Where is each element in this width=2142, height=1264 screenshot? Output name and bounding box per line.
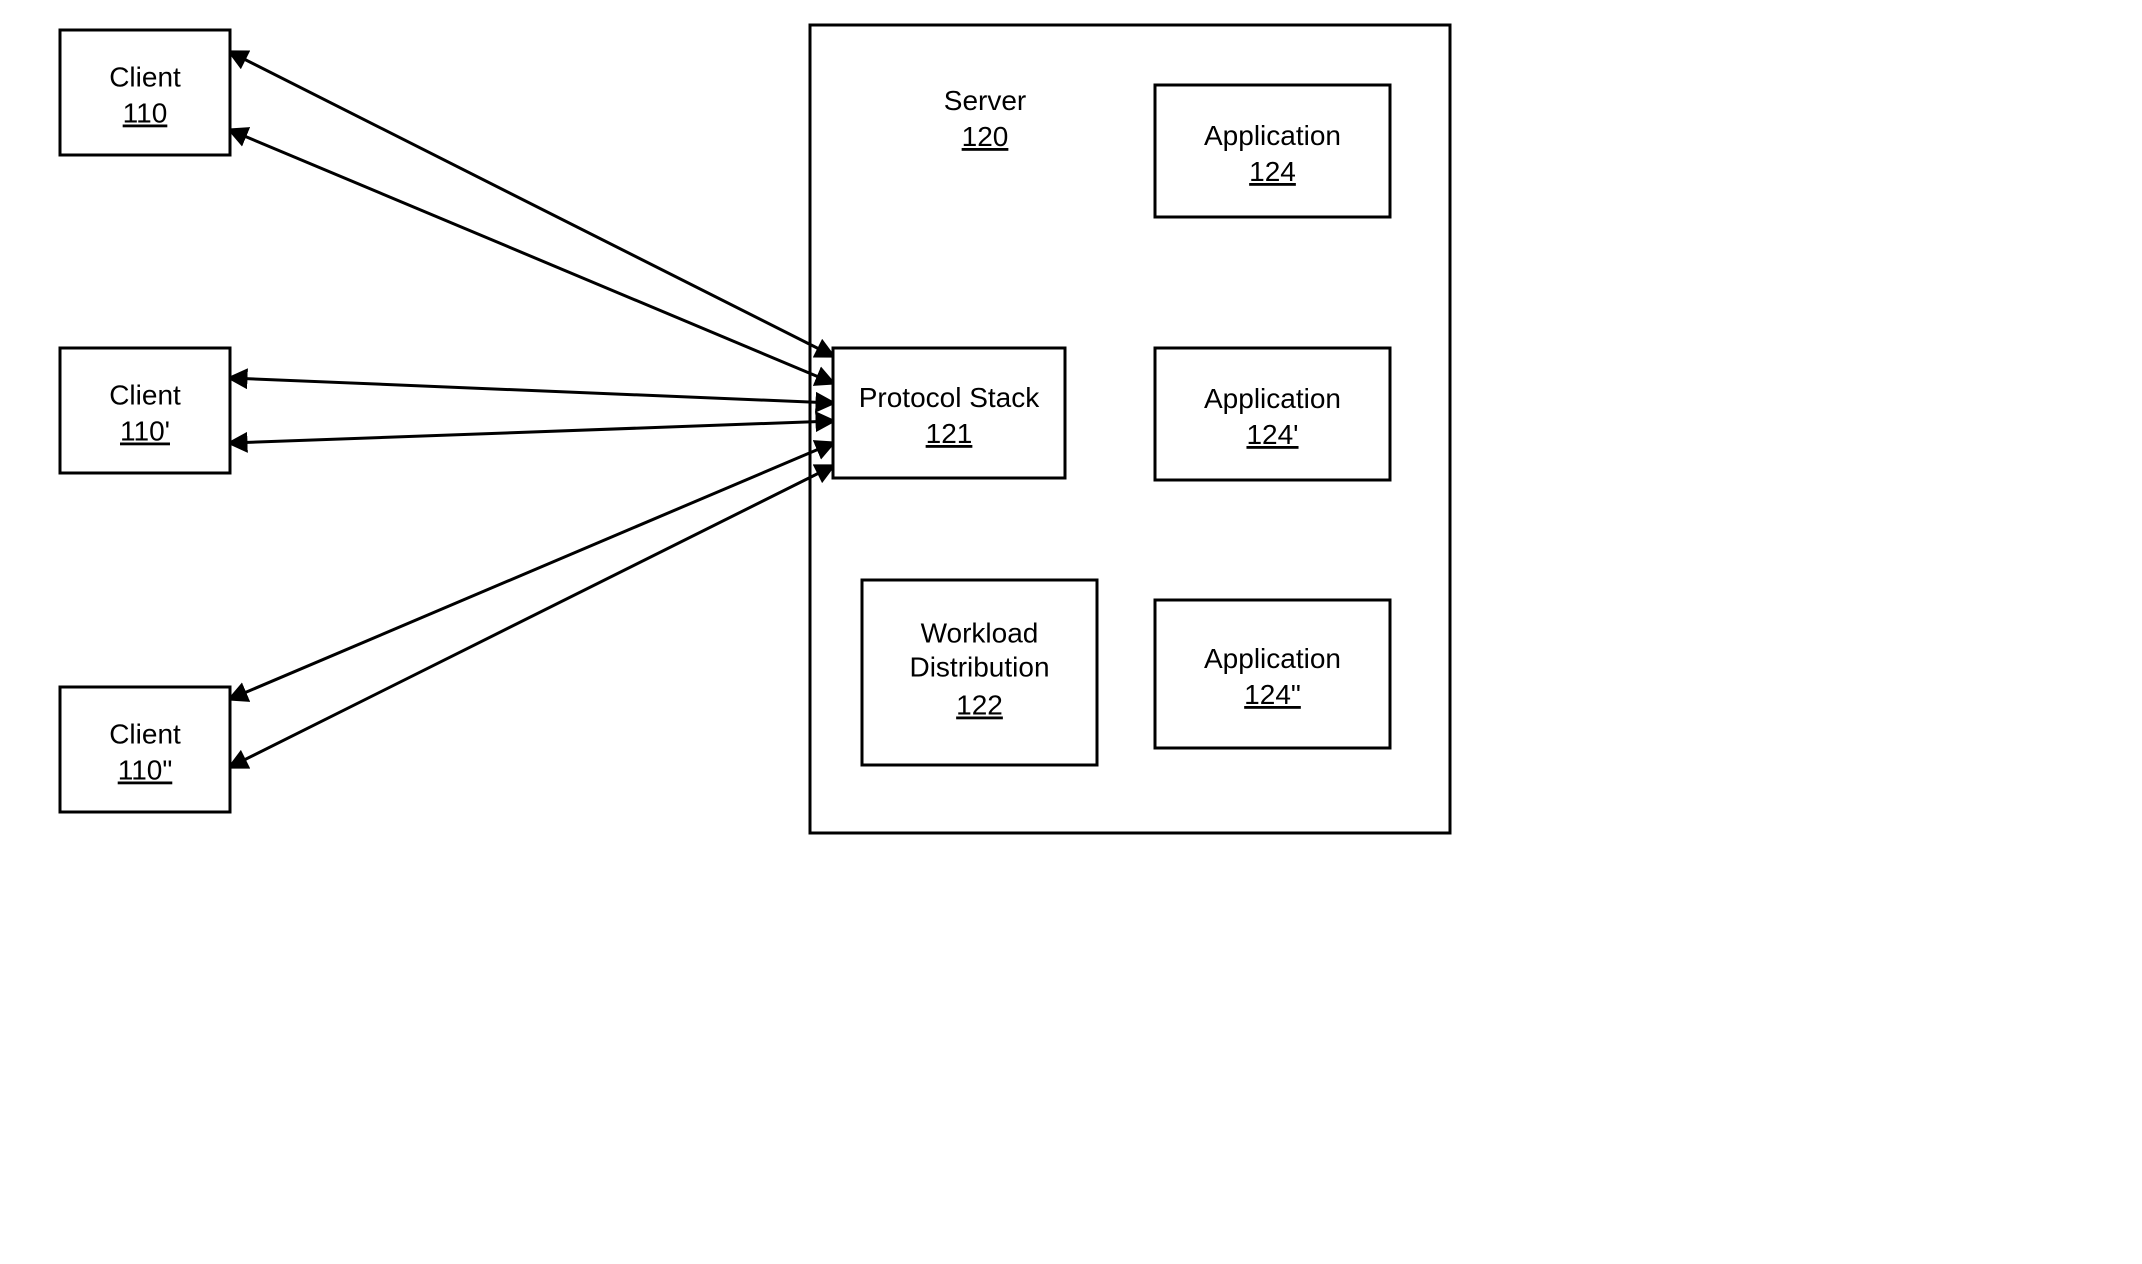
- connection-0: [230, 52, 833, 356]
- connection-2: [230, 378, 833, 403]
- client-1-box-rect: [60, 30, 230, 155]
- client-3-box-ref: 110": [118, 755, 173, 786]
- application-1-box-label: Application: [1204, 120, 1341, 151]
- edges-group: [230, 52, 833, 767]
- protocol-stack-box: Protocol Stack 121: [833, 348, 1065, 478]
- connection-1: [230, 130, 833, 383]
- application-3-box: Application 124": [1155, 600, 1390, 748]
- client-2-box-ref: 110': [120, 416, 170, 447]
- application-1-box-rect: [1155, 85, 1390, 217]
- client-3-box-label: Client: [109, 719, 181, 750]
- client-2-box: Client 110': [60, 348, 230, 473]
- client-1-box-ref: 110: [123, 98, 168, 129]
- protocol-stack-box-label: Protocol Stack: [859, 382, 1041, 413]
- server-ref: 120: [962, 121, 1009, 152]
- application-2-box-ref: 124': [1246, 419, 1298, 450]
- connection-5: [230, 466, 833, 767]
- application-2-box-label: Application: [1204, 383, 1341, 414]
- protocol-stack-box-rect: [833, 348, 1065, 478]
- application-2-box: Application 124': [1155, 348, 1390, 480]
- client-2-box-label: Client: [109, 380, 181, 411]
- client-3-box: Client 110": [60, 687, 230, 812]
- server-label: Server: [944, 85, 1026, 116]
- application-2-box-rect: [1155, 348, 1390, 480]
- workload-distribution-box-label1: Workload: [921, 618, 1039, 649]
- client-3-box-rect: [60, 687, 230, 812]
- client-1-box-label: Client: [109, 62, 181, 93]
- application-3-box-rect: [1155, 600, 1390, 748]
- client-1-box: Client 110: [60, 30, 230, 155]
- workload-distribution-box: WorkloadDistribution 122: [862, 580, 1097, 765]
- application-3-box-ref: 124": [1244, 679, 1301, 710]
- workload-distribution-box-label2: Distribution: [909, 652, 1049, 683]
- application-3-box-label: Application: [1204, 643, 1341, 674]
- connection-4: [230, 443, 833, 699]
- application-1-box-ref: 124: [1249, 156, 1296, 187]
- connection-3: [230, 421, 833, 443]
- application-1-box: Application 124: [1155, 85, 1390, 217]
- client-2-box-rect: [60, 348, 230, 473]
- protocol-stack-box-ref: 121: [926, 418, 973, 449]
- workload-distribution-box-ref: 122: [956, 690, 1003, 721]
